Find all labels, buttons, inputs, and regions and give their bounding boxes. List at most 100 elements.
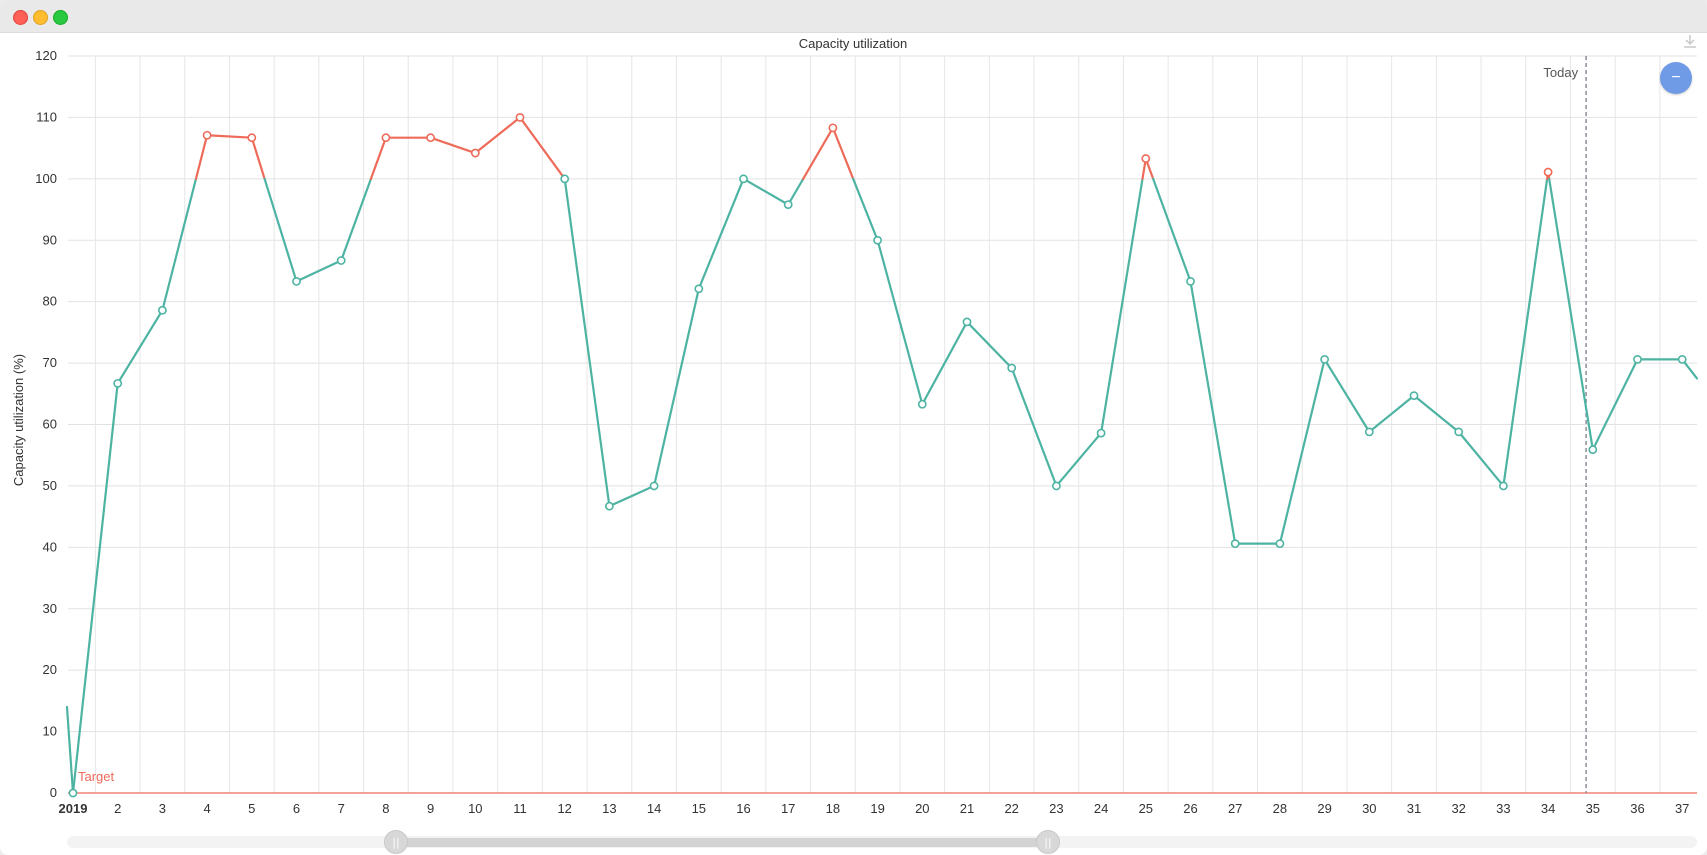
x-tick-label: 33 bbox=[1496, 801, 1510, 816]
series-line-segment bbox=[71, 382, 119, 795]
data-point[interactable] bbox=[1096, 428, 1106, 438]
range-slider-right-handle[interactable]: || bbox=[1036, 830, 1060, 854]
zoom-out-button[interactable]: − bbox=[1660, 62, 1692, 94]
series-line-segment bbox=[518, 116, 566, 180]
x-tick-label: 2 bbox=[114, 801, 121, 816]
data-point[interactable] bbox=[157, 305, 167, 315]
data-point[interactable] bbox=[515, 113, 525, 122]
data-point[interactable] bbox=[1320, 354, 1329, 364]
x-tick-label: 10 bbox=[468, 801, 482, 816]
data-point[interactable] bbox=[1409, 391, 1419, 401]
data-point[interactable] bbox=[1677, 354, 1687, 364]
data-point[interactable] bbox=[1499, 481, 1508, 491]
series-line-segment bbox=[1502, 177, 1549, 488]
x-tick-label: 12 bbox=[557, 801, 571, 816]
series-line-segment bbox=[194, 134, 209, 180]
series-line-segment bbox=[250, 136, 266, 180]
data-point[interactable] bbox=[113, 378, 123, 388]
x-tick-label: 17 bbox=[781, 801, 795, 816]
series-line-segment bbox=[876, 239, 924, 406]
series-line-segment bbox=[65, 705, 75, 795]
target-line-group: Target bbox=[68, 769, 1697, 794]
series-points-group[interactable] bbox=[68, 113, 1687, 798]
series-line-segment bbox=[369, 136, 387, 180]
minimize-window-button[interactable] bbox=[33, 10, 48, 25]
y-tick-label: 70 bbox=[43, 355, 57, 370]
data-point[interactable] bbox=[739, 174, 748, 184]
download-icon[interactable] bbox=[1682, 33, 1698, 51]
series-line-segment bbox=[787, 177, 805, 206]
data-point[interactable] bbox=[1186, 276, 1195, 286]
y-tick-label: 50 bbox=[43, 478, 57, 493]
data-point[interactable] bbox=[202, 130, 212, 140]
x-tick-label: 23 bbox=[1049, 801, 1063, 816]
data-point[interactable] bbox=[336, 256, 346, 265]
grip-icon: || bbox=[392, 835, 400, 849]
series-line-segment bbox=[608, 484, 656, 508]
series-line-segment bbox=[1323, 358, 1371, 433]
x-tick-label: 28 bbox=[1273, 801, 1287, 816]
series-line-segment bbox=[697, 177, 745, 290]
range-slider-selection[interactable] bbox=[396, 838, 1048, 847]
close-window-button[interactable] bbox=[13, 10, 28, 25]
today-marker-group: Today bbox=[1543, 56, 1587, 793]
x-tick-label: 3 bbox=[159, 801, 166, 816]
data-point[interactable] bbox=[917, 399, 927, 409]
data-point[interactable] bbox=[247, 133, 257, 143]
data-point[interactable] bbox=[470, 148, 480, 158]
chart-grid bbox=[68, 55, 1697, 794]
zoom-window-button[interactable] bbox=[53, 10, 68, 25]
capacity-utilization-chart[interactable]: Target Today 2019 2 3 4 5 6 7 8 9 10 11 12 13 14 15 16 1… bbox=[0, 32, 1707, 855]
x-tick-label: 9 bbox=[427, 801, 434, 816]
x-axis-ticks: 2019 2 3 4 5 6 7 8 9 10 11 12 13 14 15 16 17 18 19 20 21 22 23… bbox=[59, 801, 1690, 816]
data-point[interactable] bbox=[1141, 154, 1151, 163]
data-point[interactable] bbox=[1454, 427, 1464, 437]
data-point[interactable] bbox=[426, 133, 435, 143]
data-point[interactable] bbox=[962, 317, 972, 327]
series-line-segment bbox=[116, 309, 164, 385]
series-line-segment bbox=[1457, 430, 1505, 488]
data-point[interactable] bbox=[292, 276, 301, 286]
data-point[interactable] bbox=[1543, 167, 1553, 177]
series-line-segment bbox=[1099, 177, 1144, 435]
data-point[interactable] bbox=[783, 200, 793, 210]
data-point[interactable] bbox=[694, 284, 704, 294]
data-point[interactable] bbox=[1007, 363, 1017, 373]
data-point[interactable] bbox=[1230, 539, 1240, 549]
x-tick-label: 13 bbox=[602, 801, 616, 816]
today-label: Today bbox=[1543, 65, 1578, 80]
y-tick-label: 10 bbox=[43, 724, 57, 739]
x-tick-label: 6 bbox=[293, 801, 300, 816]
series-line-segment bbox=[206, 134, 253, 139]
data-point[interactable] bbox=[1052, 481, 1061, 491]
data-point[interactable] bbox=[1364, 427, 1374, 437]
target-label: Target bbox=[78, 769, 115, 784]
grip-icon: || bbox=[1044, 835, 1052, 849]
y-tick-label: 90 bbox=[43, 232, 57, 247]
data-point[interactable] bbox=[1588, 445, 1598, 455]
series-line-segment bbox=[1055, 431, 1103, 488]
y-tick-label: 100 bbox=[35, 171, 57, 186]
data-point[interactable] bbox=[560, 174, 570, 184]
x-tick-label: 11 bbox=[513, 801, 527, 816]
data-point[interactable] bbox=[873, 235, 882, 245]
data-point[interactable] bbox=[828, 123, 838, 133]
data-point[interactable] bbox=[649, 481, 659, 491]
y-tick-label: 80 bbox=[43, 294, 57, 309]
minus-icon: − bbox=[1671, 69, 1681, 86]
y-tick-label: 30 bbox=[43, 601, 57, 616]
x-tick-label: 30 bbox=[1362, 801, 1376, 816]
data-point[interactable] bbox=[605, 501, 614, 511]
data-point[interactable] bbox=[68, 788, 78, 798]
series-line-segment bbox=[1189, 280, 1237, 545]
x-tick-label: 32 bbox=[1451, 801, 1465, 816]
chart-title: Capacity utilization bbox=[799, 36, 907, 51]
x-tick-label: 16 bbox=[736, 801, 750, 816]
data-point[interactable] bbox=[1275, 539, 1285, 549]
x-tick-label: 24 bbox=[1094, 801, 1108, 816]
range-slider-left-handle[interactable]: || bbox=[384, 830, 408, 854]
data-point[interactable] bbox=[1633, 354, 1642, 364]
data-point[interactable] bbox=[381, 133, 391, 143]
series-line-segment bbox=[161, 177, 198, 312]
